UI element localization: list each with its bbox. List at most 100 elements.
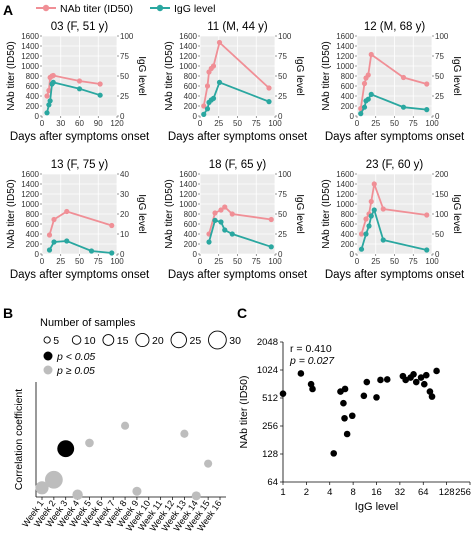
y-tick-label: 64 bbox=[267, 477, 278, 488]
y-right-tick-label: 75 bbox=[120, 52, 129, 61]
data-point bbox=[422, 371, 430, 379]
y-tick-label: 256 bbox=[262, 421, 278, 432]
nab-data-point bbox=[400, 74, 407, 81]
x-tick-label: 50 bbox=[390, 119, 399, 128]
y-left-tick-label: 1600 bbox=[336, 32, 354, 41]
y-left-tick-label: 200 bbox=[341, 240, 355, 249]
y-tick-label: 512 bbox=[262, 393, 278, 404]
size-legend-marker bbox=[135, 332, 150, 348]
x-tick-label: 256 bbox=[455, 487, 471, 498]
y-right-tick-label: 30 bbox=[120, 190, 129, 199]
nab-data-point bbox=[361, 80, 368, 87]
nab-data-point bbox=[210, 63, 217, 69]
y-right-tick-label: 50 bbox=[278, 72, 287, 81]
igg-data-point bbox=[212, 217, 218, 223]
color-legend-sig-marker bbox=[43, 351, 53, 361]
y-left-tick-label: 1200 bbox=[179, 52, 197, 61]
data-point bbox=[348, 412, 356, 420]
y-right-tick-label: 150 bbox=[435, 190, 449, 199]
y-right-tick-label: 40 bbox=[120, 170, 129, 179]
y-left-tick-label: 400 bbox=[341, 230, 355, 239]
nab-data-point bbox=[365, 72, 371, 78]
x-tick-label: 30 bbox=[56, 119, 65, 128]
legend-igg-label: IgG level bbox=[174, 3, 215, 15]
nab-data-point bbox=[363, 216, 369, 222]
y-right-tick-label: 50 bbox=[435, 72, 444, 81]
x-tick-label: 100 bbox=[425, 257, 439, 266]
y-left-tick-label: 800 bbox=[26, 72, 40, 81]
y-right-tick-label: 200 bbox=[435, 170, 449, 179]
igg-data-point bbox=[97, 92, 103, 98]
y-tick-label: 2048 bbox=[257, 337, 278, 348]
x-tick-label: 100 bbox=[425, 119, 439, 128]
size-legend-marker bbox=[43, 336, 51, 344]
subplot-title: 11 (M, 44 y) bbox=[207, 21, 268, 33]
y-left-tick-label: 1600 bbox=[21, 170, 39, 179]
igg-data-point bbox=[206, 239, 212, 245]
x-tick-label: 75 bbox=[252, 119, 261, 128]
x-tick-label: 0 bbox=[198, 119, 203, 128]
nab-data-point bbox=[424, 212, 430, 218]
y-right-tick-label: 10 bbox=[120, 230, 129, 239]
data-point bbox=[330, 450, 338, 457]
annotation-p: p = 0.027 bbox=[289, 355, 335, 367]
data-point bbox=[410, 371, 417, 378]
y-right-tick-label: 100 bbox=[278, 32, 292, 41]
correlation-point bbox=[57, 440, 75, 458]
x-tick-label: 100 bbox=[268, 119, 282, 128]
data-point bbox=[297, 370, 305, 377]
y-left-tick-label: 1200 bbox=[21, 190, 39, 199]
y-right-tick-label: 50 bbox=[120, 72, 129, 81]
y-left-tick-label: 0 bbox=[350, 112, 355, 121]
y-right-tick-label: 0 bbox=[435, 112, 440, 121]
correlation-point bbox=[132, 486, 142, 496]
y-left-axis-title: NAb titer (ID50) bbox=[321, 179, 332, 248]
igg-data-point bbox=[44, 110, 50, 116]
nab-data-point bbox=[109, 222, 115, 229]
igg-data-point bbox=[358, 111, 364, 117]
y-left-tick-label: 1600 bbox=[179, 170, 197, 179]
data-point bbox=[341, 414, 348, 422]
y-left-tick-label: 800 bbox=[341, 210, 355, 219]
subplot-title: 13 (F, 75 y) bbox=[51, 159, 109, 171]
x-tick-label: 50 bbox=[390, 257, 399, 266]
x-tick-label: 120 bbox=[110, 119, 124, 128]
color-legend-nonsig-label: p ≥ 0.05 bbox=[56, 365, 95, 377]
igg-data-point bbox=[46, 102, 52, 108]
color-legend-sig-label: p < 0.05 bbox=[56, 351, 95, 363]
nab-data-point bbox=[204, 83, 211, 89]
data-point bbox=[360, 392, 368, 400]
igg-data-point bbox=[368, 91, 374, 97]
color-legend-nonsig-marker bbox=[43, 365, 53, 375]
size-legend-marker bbox=[170, 331, 187, 349]
y-left-tick-label: 600 bbox=[26, 220, 40, 229]
y-left-tick-label: 200 bbox=[184, 102, 198, 111]
x-axis-title: Days after symptoms onset bbox=[325, 269, 465, 281]
y-right-tick-label: 100 bbox=[120, 32, 134, 41]
x-tick-label: 25 bbox=[56, 257, 65, 266]
y-left-tick-label: 800 bbox=[341, 72, 355, 81]
subplot-4: 13 (F, 75 y)0200400600800100012001400160… bbox=[6, 159, 150, 281]
y-left-tick-label: 1200 bbox=[21, 52, 39, 61]
correlation-point bbox=[191, 491, 201, 501]
y-left-tick-label: 1200 bbox=[336, 190, 354, 199]
x-tick-label: 100 bbox=[110, 257, 124, 266]
igg-data-point bbox=[201, 111, 207, 117]
igg-data-point bbox=[222, 227, 228, 233]
y-left-tick-label: 1200 bbox=[336, 52, 354, 61]
data-point bbox=[412, 378, 420, 386]
nab-series-line bbox=[48, 210, 113, 236]
y-left-axis-title: NAb titer (ID50) bbox=[164, 41, 175, 110]
y-left-tick-label: 400 bbox=[26, 92, 40, 101]
y-left-tick-label: 1600 bbox=[21, 32, 39, 41]
y-tick-label: 128 bbox=[262, 449, 278, 460]
x-tick-label: 0 bbox=[40, 119, 45, 128]
x-tick-label: 50 bbox=[233, 119, 242, 128]
nab-data-point bbox=[368, 51, 374, 58]
nab-data-point bbox=[46, 232, 53, 238]
y-right-tick-label: 75 bbox=[278, 190, 287, 199]
y-left-tick-label: 400 bbox=[341, 92, 355, 101]
x-tick-label: 4 bbox=[327, 487, 332, 498]
